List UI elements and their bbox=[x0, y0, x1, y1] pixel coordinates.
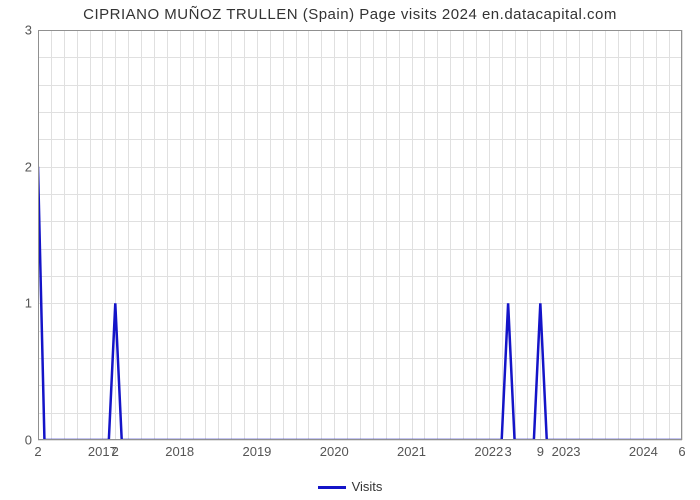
marker-label: 9 bbox=[537, 440, 544, 459]
x-tick-label: 2020 bbox=[320, 440, 349, 459]
x-tick-label: 2022 bbox=[474, 440, 503, 459]
chart-title: CIPRIANO MUÑOZ TRULLEN (Spain) Page visi… bbox=[0, 6, 700, 23]
x-tick-label: 2023 bbox=[552, 440, 581, 459]
legend-swatch bbox=[318, 486, 346, 489]
marker-label: 3 bbox=[504, 440, 511, 459]
marker-label: 2 bbox=[34, 440, 41, 459]
y-tick-label: 3 bbox=[25, 23, 38, 38]
legend: Visits bbox=[0, 479, 700, 494]
marker-label: 2 bbox=[112, 440, 119, 459]
plot-area: 0123 20172018201920202021202220232024 22… bbox=[38, 30, 682, 440]
x-tick-label: 2024 bbox=[629, 440, 658, 459]
y-tick-label: 1 bbox=[25, 296, 38, 311]
gridline-h bbox=[38, 440, 682, 441]
x-tick-label: 2019 bbox=[242, 440, 271, 459]
gridline-v bbox=[682, 30, 683, 440]
x-tick-label: 2021 bbox=[397, 440, 426, 459]
marker-label: 6 bbox=[678, 440, 685, 459]
y-tick-label: 2 bbox=[25, 159, 38, 174]
visits-line bbox=[38, 167, 682, 440]
legend-label: Visits bbox=[352, 479, 383, 494]
visits-series bbox=[38, 30, 682, 440]
x-tick-label: 2018 bbox=[165, 440, 194, 459]
